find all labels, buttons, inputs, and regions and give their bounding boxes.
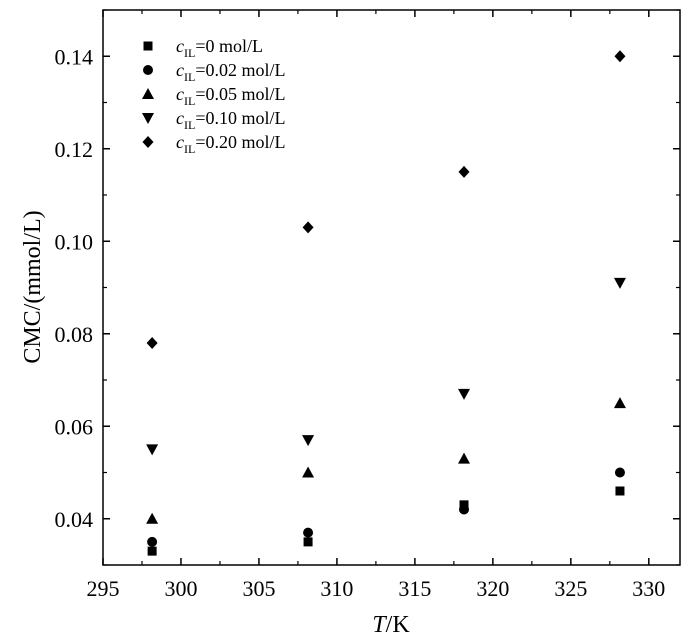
legend-marker-triangle-down <box>142 113 154 124</box>
data-point-diamond <box>302 221 314 234</box>
legend-label-var: c <box>176 60 184 80</box>
legend-label: cIL=0.10 mol/L <box>176 108 285 132</box>
y-tick-label: 0.10 <box>55 229 94 254</box>
data-point-circle <box>459 504 470 515</box>
data-point-diamond <box>614 50 626 63</box>
legend-label-var: c <box>176 36 184 56</box>
data-point-triangle-up <box>613 397 626 409</box>
axis-ticks <box>102 9 680 566</box>
x-tick-label: 320 <box>476 576 509 601</box>
legend-label-var: c <box>176 108 184 128</box>
data-point-square <box>147 546 157 556</box>
legend-label: cIL=0.05 mol/L <box>176 84 285 108</box>
legend-label-value: =0.10 mol/L <box>195 108 285 128</box>
legend-label-value: =0 mol/L <box>195 36 263 56</box>
legend-label-value: =0.20 mol/L <box>195 132 285 152</box>
x-tick-label: 305 <box>242 576 275 601</box>
legend-label-subscript: IL <box>184 46 195 60</box>
data-point-triangle-up <box>302 466 315 478</box>
data-point-square <box>615 486 625 496</box>
data-point-square <box>303 537 313 547</box>
legend-marker-triangle-up <box>142 88 154 99</box>
x-axis-title-italic: T <box>372 612 387 638</box>
y-tick-label: 0.04 <box>55 507 94 532</box>
data-point-circle <box>147 536 158 547</box>
data-point-triangle-down <box>302 435 315 447</box>
y-tick-label: 0.06 <box>55 414 94 439</box>
legend-label-subscript: IL <box>184 70 195 84</box>
y-tick-label: 0.12 <box>55 137 94 162</box>
legend-label-var: c <box>176 84 184 104</box>
x-tick-label: 310 <box>320 576 353 601</box>
x-tick-labels: 295 300 305 310 315 320 325 330 <box>87 576 666 601</box>
legend-label-value: =0.02 mol/L <box>195 60 285 80</box>
data-point-triangle-down <box>613 277 626 289</box>
legend-label-subscript: IL <box>184 94 195 108</box>
data-point-diamond <box>146 337 158 349</box>
legend-marker-circle <box>143 65 153 75</box>
x-tick-label: 300 <box>164 576 197 601</box>
data-point-circle <box>303 527 314 538</box>
legend-label-var: c <box>176 132 184 152</box>
data-point-triangle-up <box>146 512 159 524</box>
legend-label: cIL=0.02 mol/L <box>176 60 285 84</box>
legend-label: cIL=0 mol/L <box>176 36 263 60</box>
legend-label: cIL=0.20 mol/L <box>176 132 285 156</box>
y-axis-title: CMC/(mmol/L) <box>20 210 46 363</box>
legend-label-value: =0.05 mol/L <box>195 84 285 104</box>
y-tick-labels: 0.04 0.06 0.08 0.10 0.12 0.14 <box>55 44 94 532</box>
legend-marker-square <box>143 41 153 51</box>
x-tick-label: 295 <box>87 576 120 601</box>
data-point-diamond <box>458 165 470 178</box>
x-tick-label: 325 <box>554 576 587 601</box>
legend-label-subscript: IL <box>184 118 195 132</box>
data-points <box>146 50 626 556</box>
x-tick-label: 330 <box>632 576 665 601</box>
legend-label-subscript: IL <box>184 142 195 156</box>
data-point-triangle-down <box>146 444 159 456</box>
x-axis-title-unit: /K <box>386 612 411 638</box>
data-point-circle <box>614 467 625 478</box>
legend-marker-diamond <box>142 136 154 148</box>
y-tick-label: 0.14 <box>55 44 94 69</box>
x-axis-title: T/K <box>372 612 410 638</box>
data-point-triangle-up <box>458 452 471 464</box>
x-tick-label: 315 <box>398 576 431 601</box>
data-point-triangle-down <box>458 388 471 400</box>
y-tick-label: 0.08 <box>55 322 94 347</box>
